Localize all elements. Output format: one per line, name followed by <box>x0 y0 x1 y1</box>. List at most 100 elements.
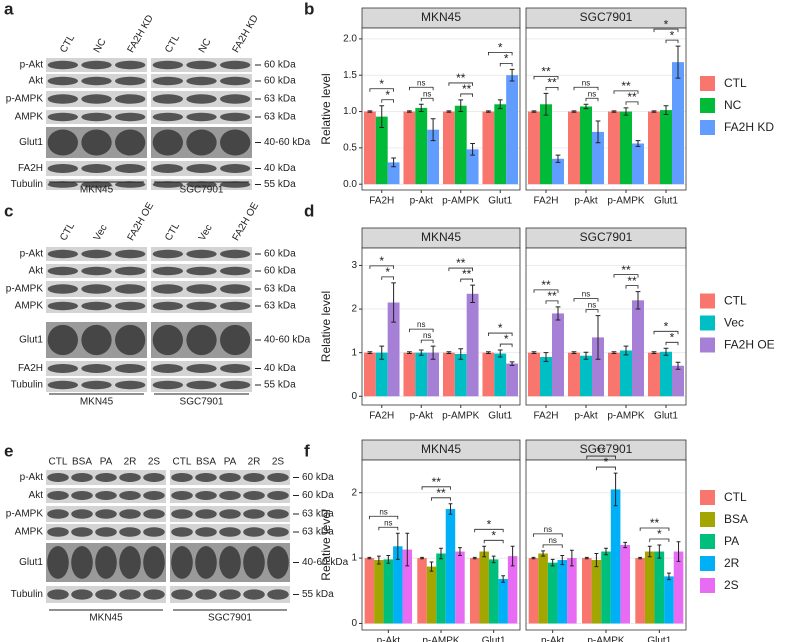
band <box>71 509 93 519</box>
bar <box>552 313 564 397</box>
bar <box>393 546 403 624</box>
band <box>143 589 165 600</box>
significance-label: ns <box>417 78 425 87</box>
significance-label: * <box>379 254 384 268</box>
bar <box>427 352 440 397</box>
x-tick-label: Glut1 <box>654 411 678 422</box>
size-label: 40 kDa <box>264 363 296 374</box>
band <box>81 76 112 86</box>
band <box>219 491 241 500</box>
band <box>47 473 69 482</box>
bar <box>402 549 413 624</box>
significance-label: ** <box>462 267 472 281</box>
error-bar <box>497 99 503 110</box>
band <box>186 380 217 390</box>
y-axis-label: Relative level <box>319 291 333 362</box>
plot-border <box>361 27 521 191</box>
error-bar <box>420 556 424 560</box>
lane-label: CTL <box>163 33 182 55</box>
significance-label: * <box>504 52 509 66</box>
panel-letter: a <box>4 0 14 18</box>
protein-label: FA2H <box>18 163 43 174</box>
facet-title: SGC7901 <box>580 10 633 24</box>
error-bar <box>391 157 396 168</box>
facet-title: MKN45 <box>421 230 461 244</box>
bar <box>648 111 660 185</box>
lane-label: 2R <box>248 457 261 468</box>
band <box>186 284 217 294</box>
lane-label: FA2H KD <box>231 13 261 55</box>
error-bar <box>676 541 681 562</box>
band <box>220 112 251 122</box>
error-bar <box>446 351 452 355</box>
band <box>152 249 183 259</box>
significance-label: ns <box>379 507 387 516</box>
bar <box>454 353 467 397</box>
significance-label: * <box>385 265 390 279</box>
band <box>267 589 289 600</box>
band <box>81 301 112 311</box>
bar <box>528 352 540 397</box>
band <box>47 94 78 104</box>
error-bar <box>439 547 443 560</box>
error-bar <box>651 110 657 113</box>
x-tick-label: Glut1 <box>488 411 512 422</box>
legend-swatch <box>700 76 715 91</box>
significance-label: * <box>657 527 662 541</box>
significance-bracket <box>653 330 679 335</box>
band <box>186 249 217 259</box>
error-bar <box>647 545 652 558</box>
x-tick-label: FA2H <box>533 411 558 422</box>
significance-label: ** <box>541 65 551 79</box>
error-bar <box>486 351 491 355</box>
significance-label: * <box>491 528 496 542</box>
protein-label: p-Akt <box>20 472 44 483</box>
x-tick-label: FA2H <box>369 411 394 422</box>
size-label: 63 kDa <box>302 509 334 520</box>
error-bar <box>635 140 641 147</box>
significance-bracket <box>499 343 513 348</box>
x-tick-label: p-AMPK <box>587 636 625 642</box>
significance-bracket <box>586 455 616 460</box>
band <box>186 164 217 173</box>
facet-title: SGC7901 <box>580 230 633 244</box>
error-bar <box>571 110 577 113</box>
legend-label: CTL <box>724 490 747 504</box>
band <box>186 324 217 356</box>
size-label: 40 kDa <box>264 163 296 174</box>
band <box>171 491 193 500</box>
significance-bracket <box>369 88 394 92</box>
bar <box>427 129 440 185</box>
band <box>47 364 78 373</box>
band <box>152 76 183 86</box>
band <box>95 527 117 537</box>
band <box>81 60 112 70</box>
bar <box>610 489 621 624</box>
protein-label: p-Akt <box>20 60 44 71</box>
protein-label: FA2H <box>18 363 43 374</box>
legend-label: CTL <box>724 294 747 308</box>
panel-letter: b <box>304 0 314 18</box>
significance-bracket <box>499 63 513 67</box>
band <box>152 129 183 156</box>
protein-label: Akt <box>29 76 44 87</box>
band <box>220 76 251 86</box>
lane-label: CTL <box>173 457 192 468</box>
facet-title: MKN45 <box>421 10 461 24</box>
bar <box>436 553 446 624</box>
significance-label: ns <box>423 331 431 340</box>
significance-bracket <box>369 265 394 269</box>
lane-label: FA2H OE <box>126 200 157 242</box>
bar <box>547 562 558 624</box>
significance-label: ** <box>456 71 466 85</box>
error-bar <box>472 556 477 560</box>
band <box>119 491 141 500</box>
bar <box>620 545 630 624</box>
error-bar <box>550 558 555 567</box>
size-label: 60 kDa <box>264 266 296 277</box>
band <box>220 266 251 276</box>
band <box>119 589 141 600</box>
significance-bracket <box>545 86 559 91</box>
band <box>81 129 112 156</box>
error-bar <box>560 554 565 566</box>
